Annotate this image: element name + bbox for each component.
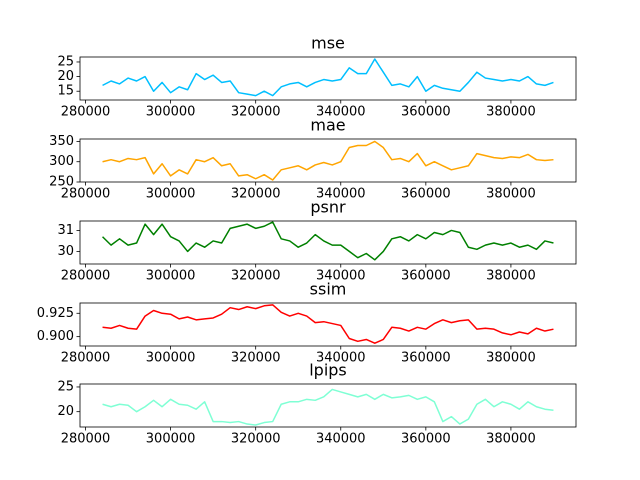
x-tick-label: 340000 [316,432,366,447]
axes-frame [79,383,577,428]
subplot-title: ssim [310,280,347,299]
y-tick-label: 0.925 [37,306,74,321]
x-tick-label: 380000 [486,432,536,447]
x-tick-label: 360000 [401,187,451,202]
x-tick-label: 380000 [486,269,536,284]
y-tick-label: 15 [57,84,74,99]
y-tick-label: 25 [57,379,74,394]
y-tick-label: 20 [57,69,74,84]
x-tick-label: 380000 [486,351,536,366]
x-tick-label: 300000 [146,351,196,366]
subplot-title: psnr [310,198,346,217]
x-tick-label: 340000 [316,269,366,284]
x-tick-label: 280000 [61,269,111,284]
x-tick-label: 320000 [231,187,281,202]
data-line [102,221,554,261]
x-tick-label: 300000 [146,105,196,120]
data-line [102,58,554,97]
axes-frame [79,138,577,183]
x-tick-label: 340000 [316,351,366,366]
x-tick-label: 320000 [231,269,281,284]
y-tick-label: 250 [49,175,74,190]
subplot-title: mse [311,34,345,53]
x-tick-label: 360000 [401,432,451,447]
x-tick-label: 280000 [61,432,111,447]
x-tick-label: 320000 [231,351,281,366]
x-tick-label: 360000 [401,351,451,366]
x-tick-label: 300000 [146,432,196,447]
axes-frame [79,302,577,347]
x-tick-label: 340000 [316,105,366,120]
y-tick-label: 0.900 [37,329,74,344]
y-tick-label: 20 [57,404,74,419]
y-tick-label: 30 [57,244,74,259]
x-tick-label: 360000 [401,269,451,284]
x-tick-label: 380000 [486,187,536,202]
y-tick-label: 300 [49,154,74,169]
x-tick-label: 280000 [61,187,111,202]
data-line [102,388,554,426]
x-tick-label: 300000 [146,187,196,202]
x-tick-label: 280000 [61,351,111,366]
axes-frame [79,220,577,265]
x-tick-label: 300000 [146,269,196,284]
subplot-title: lpips [309,361,347,380]
data-line [102,140,554,181]
x-tick-label: 320000 [231,432,281,447]
data-line [102,304,554,344]
axes-frame [79,56,577,101]
x-tick-label: 280000 [61,105,111,120]
y-tick-label: 31 [57,223,74,238]
y-tick-label: 350 [49,134,74,149]
y-tick-label: 25 [57,54,74,69]
x-tick-label: 320000 [231,105,281,120]
subplot-title: mae [310,116,345,135]
x-tick-label: 380000 [486,105,536,120]
x-tick-label: 360000 [401,105,451,120]
x-tick-label: 340000 [316,187,366,202]
